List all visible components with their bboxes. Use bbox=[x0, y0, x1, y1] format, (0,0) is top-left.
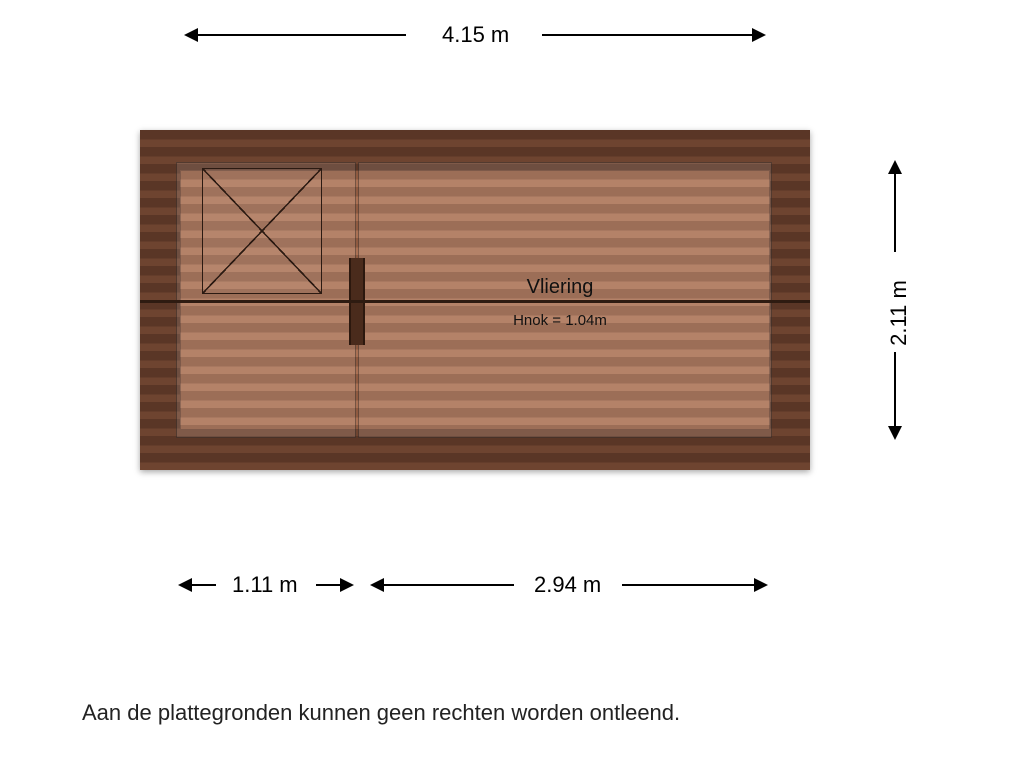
dim-top-label: 4.15 m bbox=[442, 22, 509, 48]
disclaimer-text: Aan de plattegronden kunnen geen rechten… bbox=[82, 700, 680, 726]
room-title: Vliering bbox=[460, 276, 660, 299]
dim-bl-arrow-right bbox=[340, 578, 354, 592]
roof-ridge bbox=[140, 300, 810, 303]
chimney-lower bbox=[349, 303, 365, 345]
dim-br-label: 2.94 m bbox=[534, 572, 601, 598]
dim-br-line-left bbox=[372, 584, 514, 586]
dim-right-arrow-up bbox=[888, 160, 902, 174]
dim-bl-label: 1.11 m bbox=[232, 572, 298, 598]
dim-right-arrow-down bbox=[888, 426, 902, 440]
dim-top-line-right bbox=[542, 34, 764, 36]
dim-top-arrow-right bbox=[752, 28, 766, 42]
dim-right-line-top bbox=[894, 162, 896, 252]
skylight-icon bbox=[202, 168, 322, 294]
chimney-upper bbox=[349, 258, 365, 300]
dim-bl-arrow-left bbox=[178, 578, 192, 592]
roof-plan: Vliering Hnok = 1.04m bbox=[140, 130, 810, 470]
room-subtitle: Hnok = 1.04m bbox=[460, 312, 660, 329]
dim-br-line-right bbox=[622, 584, 766, 586]
dim-top-arrow-left bbox=[184, 28, 198, 42]
dim-br-arrow-left bbox=[370, 578, 384, 592]
floorplan-stage: 4.15 m 2.11 m 1.11 m 2.94 m Vliering Hno… bbox=[0, 0, 1024, 768]
dim-right-label: 2.11 m bbox=[886, 280, 912, 346]
dim-br-arrow-right bbox=[754, 578, 768, 592]
dim-top-line-left bbox=[186, 34, 406, 36]
